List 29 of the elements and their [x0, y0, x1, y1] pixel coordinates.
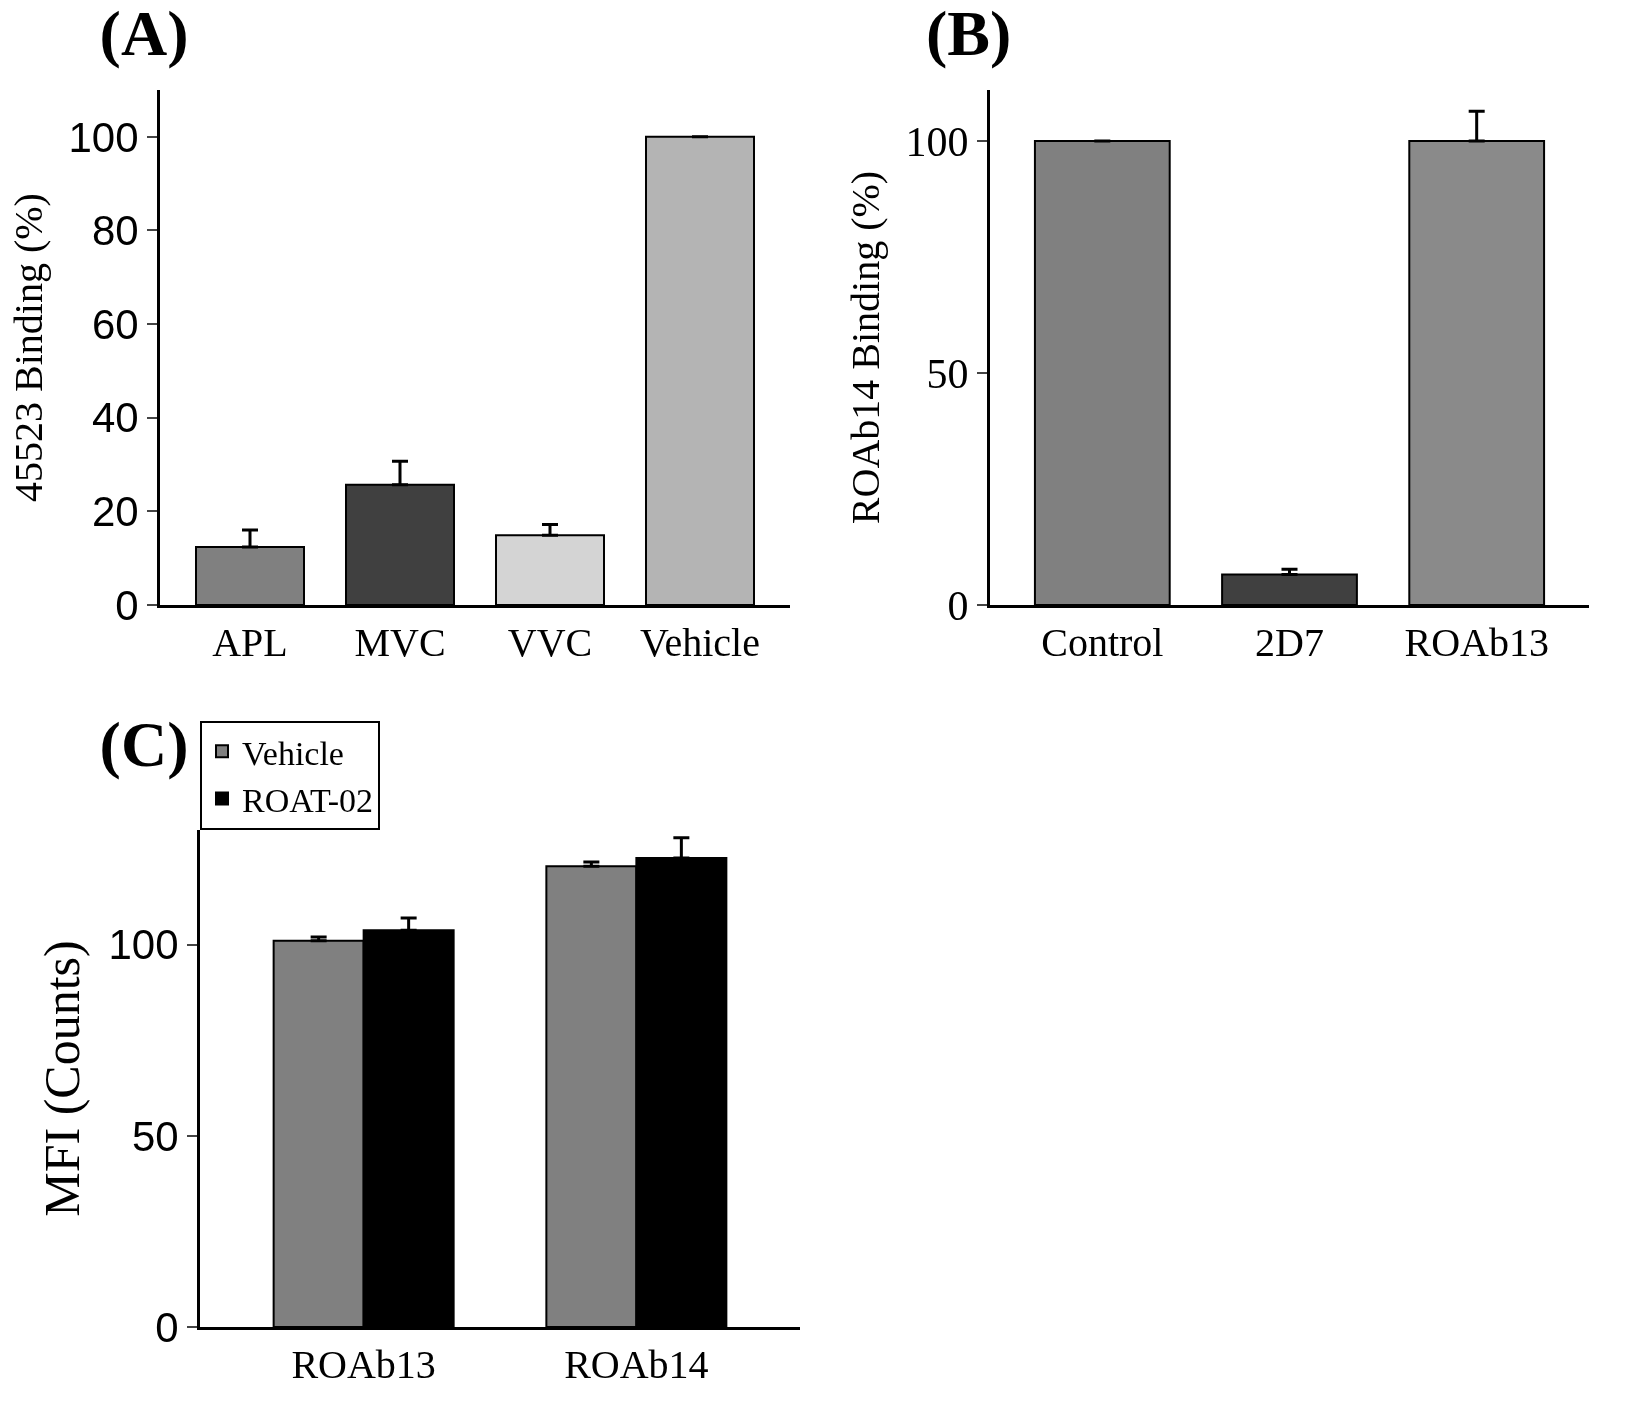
- x-tick-label: VVC: [507, 620, 593, 665]
- y-tick-label: 0: [155, 1303, 179, 1351]
- y-tick-label: 0: [115, 581, 139, 629]
- y-axis-title: ROAb14 Binding (%): [843, 170, 889, 525]
- y-tick-label: 60: [91, 300, 139, 348]
- x-tick-label: 2D7: [1255, 620, 1324, 665]
- legend-label: Vehicle: [242, 734, 344, 772]
- x-tick-label: ROAb13: [291, 1342, 436, 1387]
- y-tick-label: 100: [68, 113, 139, 161]
- x-tick-label: APL: [212, 620, 288, 665]
- y-tick-label: 100: [905, 118, 969, 165]
- x-tick-label: ROAb13: [1404, 620, 1549, 665]
- y-tick-label: 100: [108, 921, 179, 969]
- y-tick-label: 0: [947, 582, 969, 629]
- chart-title: (A): [99, 0, 189, 70]
- x-tick-label: MVC: [354, 620, 446, 665]
- y-tick-label: 80: [91, 207, 139, 255]
- legend-label: ROAT-02: [242, 781, 373, 819]
- x-tick-label: ROAb14: [564, 1342, 709, 1387]
- y-axis-title: 45523 Binding (%): [6, 193, 52, 502]
- y-tick-label: 40: [91, 394, 139, 442]
- chart-title: (B): [925, 0, 1012, 70]
- x-tick-label: Control: [1041, 620, 1164, 665]
- y-tick-label: 50: [131, 1112, 179, 1160]
- x-tick-label: Vehicle: [640, 620, 760, 665]
- y-tick-label: 20: [91, 488, 139, 536]
- chart-title: (C): [99, 709, 189, 781]
- y-axis-title: MFI (Counts): [33, 940, 90, 1217]
- y-tick-label: 50: [926, 350, 969, 397]
